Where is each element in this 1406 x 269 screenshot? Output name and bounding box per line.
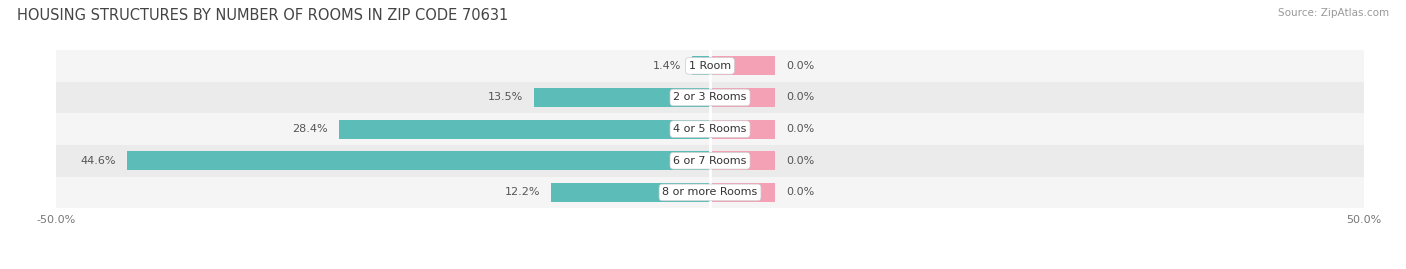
Text: 13.5%: 13.5% xyxy=(488,93,523,102)
Text: 4 or 5 Rooms: 4 or 5 Rooms xyxy=(673,124,747,134)
Text: 6 or 7 Rooms: 6 or 7 Rooms xyxy=(673,156,747,166)
Text: 8 or more Rooms: 8 or more Rooms xyxy=(662,187,758,197)
Text: 0.0%: 0.0% xyxy=(786,124,814,134)
Text: 0.0%: 0.0% xyxy=(786,156,814,166)
Bar xyxy=(710,151,776,170)
Bar xyxy=(533,88,710,107)
Text: 1.4%: 1.4% xyxy=(652,61,682,71)
Text: 12.2%: 12.2% xyxy=(505,187,540,197)
Bar xyxy=(551,183,710,202)
Bar xyxy=(56,82,1364,113)
Bar xyxy=(692,56,710,75)
Text: 0.0%: 0.0% xyxy=(786,187,814,197)
Bar xyxy=(56,50,1364,82)
Bar xyxy=(710,120,776,139)
Text: 0.0%: 0.0% xyxy=(786,93,814,102)
Bar xyxy=(56,145,1364,176)
Bar xyxy=(339,120,710,139)
Bar xyxy=(710,183,776,202)
Text: 1 Room: 1 Room xyxy=(689,61,731,71)
Bar xyxy=(710,88,776,107)
Bar xyxy=(127,151,710,170)
Text: HOUSING STRUCTURES BY NUMBER OF ROOMS IN ZIP CODE 70631: HOUSING STRUCTURES BY NUMBER OF ROOMS IN… xyxy=(17,8,508,23)
Bar xyxy=(56,176,1364,208)
Text: 28.4%: 28.4% xyxy=(292,124,328,134)
Text: 44.6%: 44.6% xyxy=(82,156,117,166)
Text: Source: ZipAtlas.com: Source: ZipAtlas.com xyxy=(1278,8,1389,18)
Bar xyxy=(56,113,1364,145)
Text: 2 or 3 Rooms: 2 or 3 Rooms xyxy=(673,93,747,102)
Text: 0.0%: 0.0% xyxy=(786,61,814,71)
Bar xyxy=(710,56,776,75)
